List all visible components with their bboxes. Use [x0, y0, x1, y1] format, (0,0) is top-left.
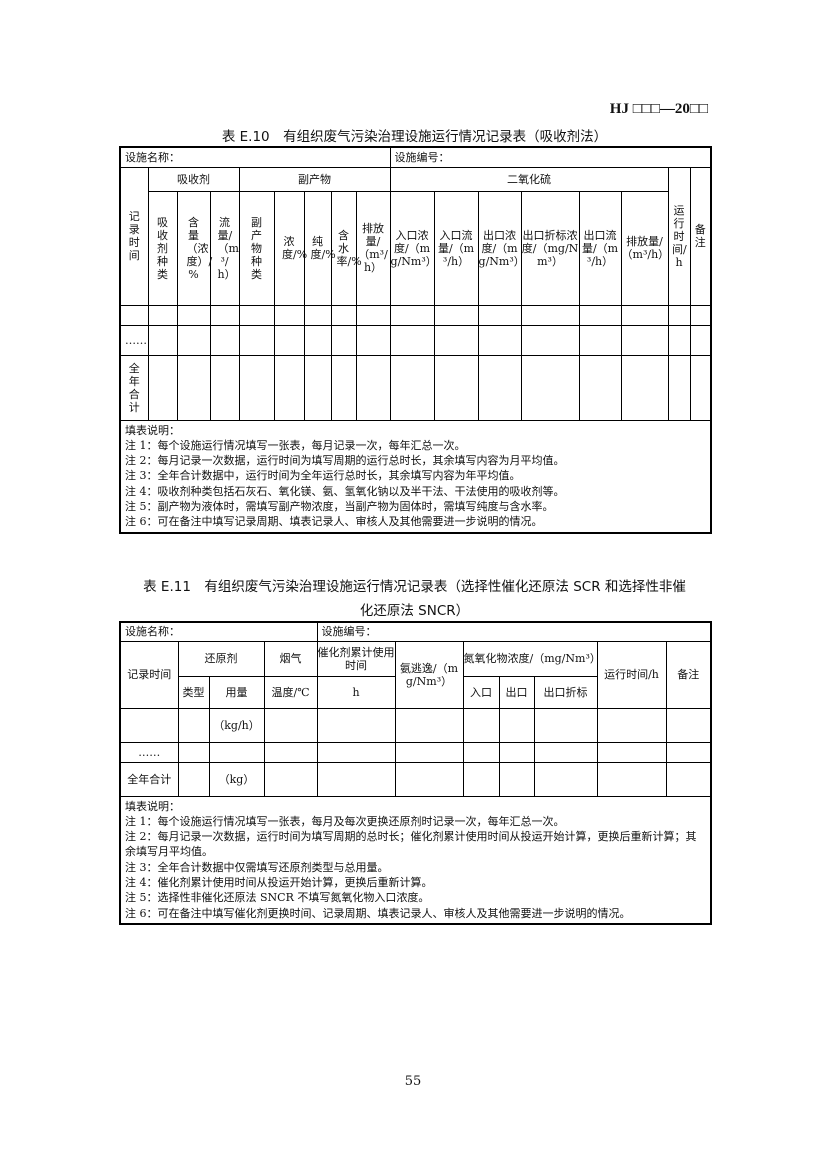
- notes: 填表说明：注 1：每个设施运行情况填写一张表，每月及每次更换还原剂时记录一次，每…: [119, 795, 712, 925]
- remark-header: 备注: [665, 640, 712, 709]
- flue-header: 烟气: [263, 640, 318, 677]
- table-row: 全年合计 （kg）: [119, 761, 712, 797]
- col-header: 副产物种类: [251, 215, 262, 281]
- note: 注 4：吸收剂种类包括石灰石、氧化镁、氨、氢氧化钠以及半干法、干法使用的吸收剂等…: [125, 484, 565, 498]
- col-header: 流量/（m³/h）: [217, 215, 239, 281]
- table-e10-caption: 表 E.10 有组织废气污染治理设施运行情况记录表（吸收剂法）: [221, 129, 608, 145]
- col-header: 含量（浓度）/ %: [186, 215, 213, 281]
- col-header: 出口浓度/（mg/Nm³）: [477, 190, 525, 306]
- table-row: （kg/h）: [119, 707, 712, 743]
- ellipsis-cell: ……: [119, 324, 149, 356]
- table-row: 全年合计: [119, 354, 712, 421]
- note: 注 5：选择性非催化还原法 SNCR 不填写氮氧化物入口浓度。: [125, 891, 430, 905]
- inlet-header: 入口: [462, 675, 500, 709]
- col-header: 排放量/（m³/h）: [355, 190, 391, 306]
- reductant-header: 还原剂: [177, 640, 265, 677]
- run-time-header: 运行时间/h: [672, 203, 687, 269]
- outlet-std-header: 出口折标: [533, 675, 598, 709]
- note: 注 2：每月记录一次数据，运行时间为填写周期的总时长；催化剂累计使用时间从投运开…: [125, 830, 697, 859]
- facility-no-label: 设施编号：: [389, 146, 712, 168]
- col-header: 出口折标浓度/（mg/Nm³）: [520, 190, 580, 306]
- note: 填表说明：: [125, 423, 180, 437]
- nox-header: 氮氧化物浓度/（mg/Nm³）: [462, 640, 601, 677]
- facility-name-label: 设施名称：: [119, 621, 318, 642]
- table-e11-caption-line1: 表 E.11 有组织废气污染治理设施运行情况记录表（选择性催化还原法 SCR 和…: [143, 579, 686, 595]
- notes: 填表说明：注 1：每个设施运行情况填写一张表，每月记录一次，每年汇总一次。注 2…: [119, 419, 712, 534]
- ellipsis-cell: ……: [119, 741, 179, 763]
- type-header: 类型: [177, 675, 210, 709]
- note: 注 4：催化剂累计使用时间从投运开始计算，更换后重新计算。: [125, 875, 433, 889]
- ammonia-header: 氨逃逸/（mg/Nm³）: [394, 640, 464, 709]
- table-e10: 设施名称： 设施编号： 记录时间 吸收剂 副产物 二氧化硫 运行时间/h 备注 吸…: [119, 146, 713, 534]
- standard-header: HJ □□□—20□□: [609, 101, 708, 117]
- note: 注 1：每个设施运行情况填写一张表，每月记录一次，每年汇总一次。: [125, 438, 466, 452]
- group-byproduct: 副产物: [238, 166, 391, 192]
- col-header: 排放量/（m³/h）: [620, 190, 669, 306]
- remark-header: 备注: [694, 223, 706, 249]
- record-time-header: 记录时间: [119, 640, 179, 709]
- table-row: ……: [119, 324, 712, 356]
- col-header: 出口流量/（m³/h）: [578, 190, 622, 306]
- total-cell: 全年合计: [128, 361, 140, 414]
- outlet-header: 出口: [498, 675, 535, 709]
- table-e11: 设施名称： 设施编号： 记录时间 还原剂 烟气 催化剂累计使用时间 氨逃逸/（mg…: [119, 621, 713, 925]
- catalyst-header: 催化剂累计使用时间: [316, 640, 396, 677]
- hour-header: h: [316, 675, 396, 709]
- col-header: 浓度/%: [282, 235, 308, 261]
- amount-header: 用量: [208, 675, 265, 709]
- page-number: 55: [404, 1074, 422, 1089]
- unit-cell: （kg/h）: [208, 707, 265, 743]
- total-cell: 全年合计: [119, 761, 179, 797]
- note: 注 6：可在备注中填写记录周期、填表记录人、审核人及其他需要进一步说明的情况。: [125, 515, 543, 529]
- run-time-header: 运行时间/h: [596, 640, 667, 709]
- table-row: ……: [119, 741, 712, 763]
- col-header: 入口浓度/（mg/Nm³）: [389, 190, 437, 306]
- note: 注 1：每个设施运行情况填写一张表，每月及每次更换还原剂时记录一次，每年汇总一次…: [125, 814, 565, 828]
- table-row: [119, 304, 712, 326]
- record-time-header: 记录时间: [128, 210, 140, 262]
- note: 注 5：副产物为液体时，需填写副产物浓度，当副产物为固体时，需填写纯度与含水率。: [125, 499, 554, 513]
- note: 填表说明：: [125, 799, 180, 813]
- note: 注 3：全年合计数据中，运行时间为全年运行总时长，其余填写内容为年平均值。: [125, 469, 521, 483]
- note: 注 3：全年合计数据中仅需填写还原剂类型与总用量。: [125, 860, 389, 874]
- facility-name-label: 设施名称：: [119, 146, 391, 168]
- note: 注 2：每月记录一次数据，运行时间为填写周期的运行总时长，其余填写内容为月平均值…: [125, 454, 565, 468]
- facility-no-label: 设施编号：: [316, 621, 712, 642]
- col-header: 吸收剂种类: [157, 215, 168, 281]
- table-e11-caption-line2: 化还原法 SNCR）: [359, 603, 470, 619]
- col-header: 含水率/%: [336, 228, 362, 268]
- group-so2: 二氧化硫: [389, 166, 669, 192]
- unit-cell: （kg）: [208, 761, 265, 797]
- group-absorbent: 吸收剂: [147, 166, 240, 192]
- col-header: 纯度/%: [310, 235, 336, 261]
- temp-header: 温度/℃: [263, 675, 318, 709]
- note: 注 6：可在备注中填写催化剂更换时间、记录周期、填表记录人、审核人及其他需要进一…: [125, 906, 631, 920]
- col-header: 入口流量/（m³/h）: [433, 190, 479, 306]
